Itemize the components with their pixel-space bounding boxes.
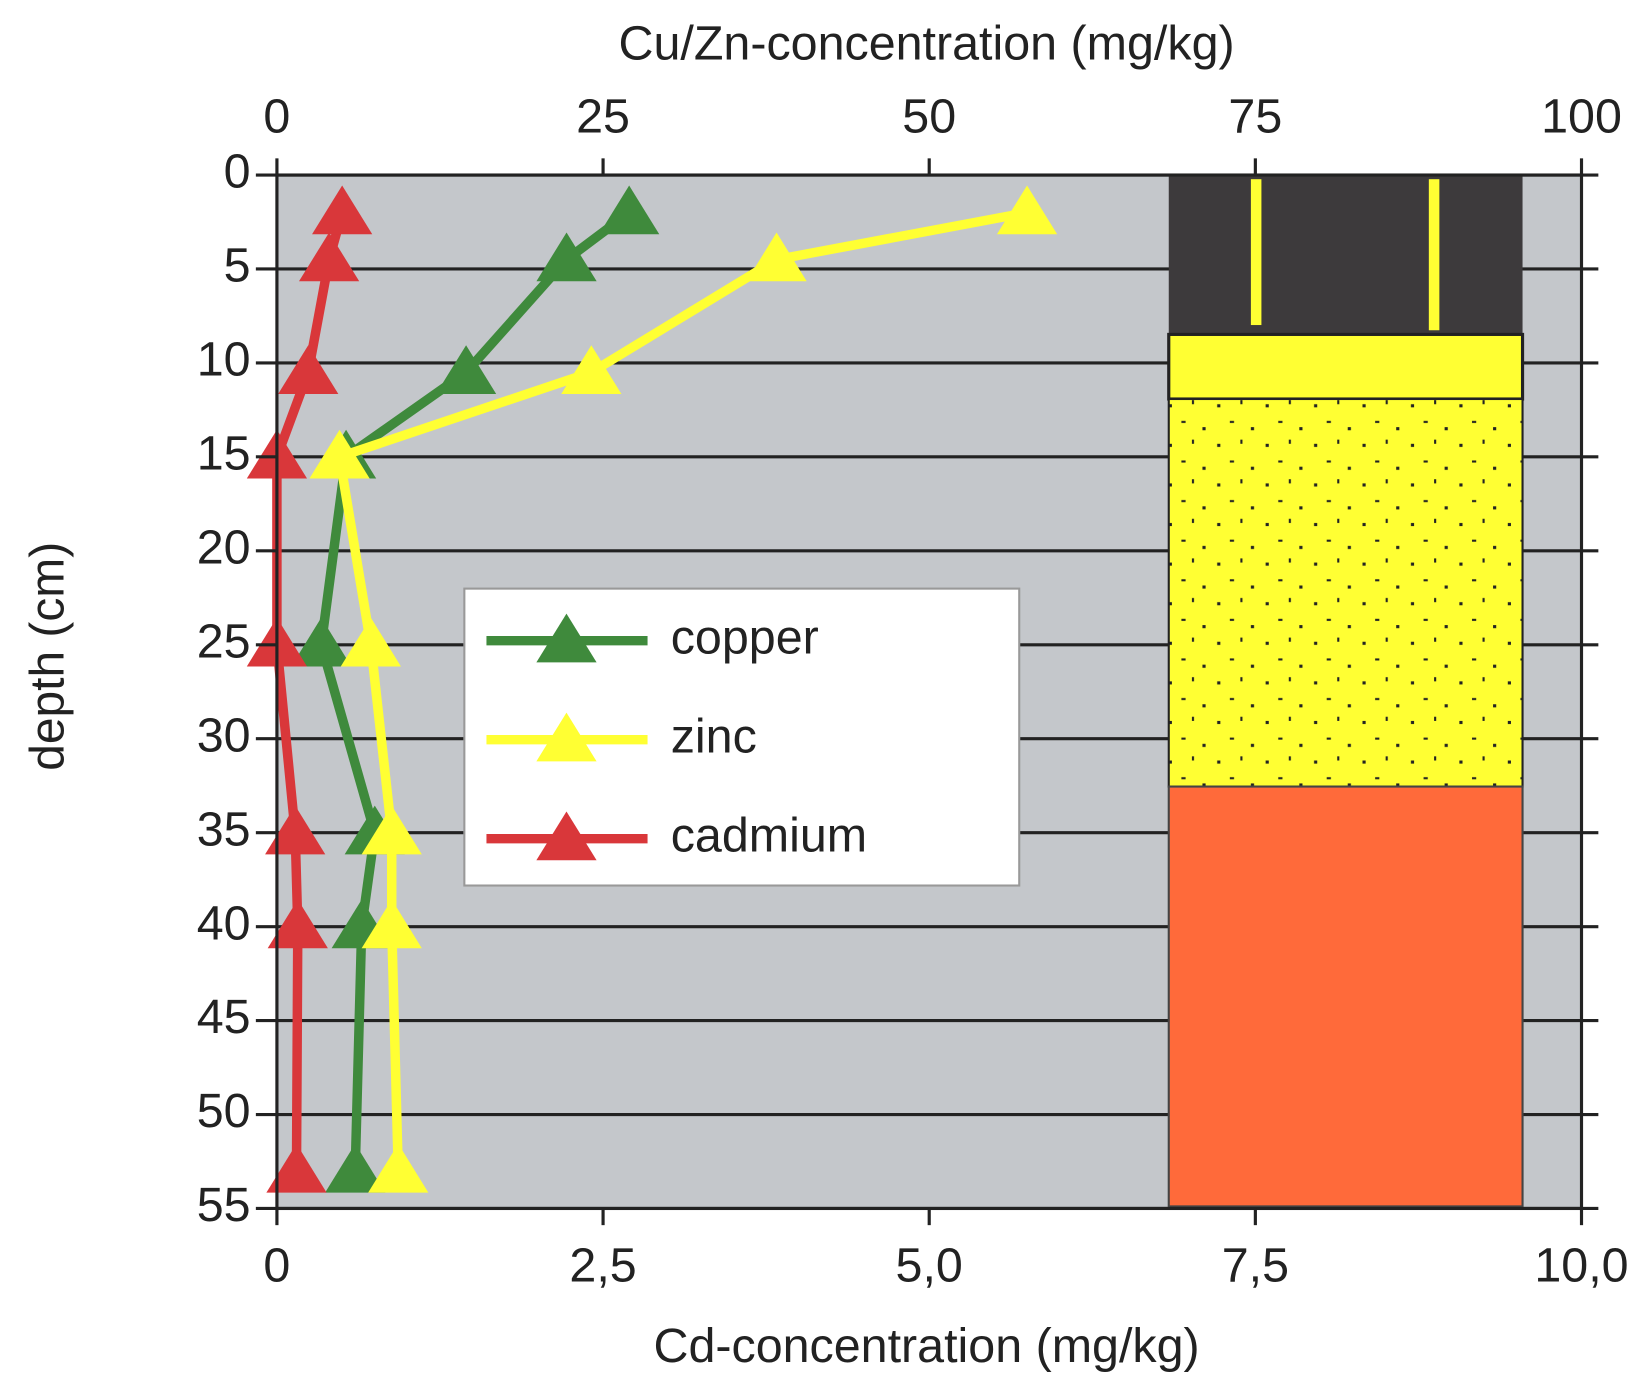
marker <box>340 617 401 667</box>
legend-marker <box>536 811 597 861</box>
marker <box>309 429 370 479</box>
x2-axis-title: Cu/Zn-concentration (mg/kg) <box>619 17 1235 71</box>
x2-tick-label: 50 <box>902 90 956 144</box>
x-tick-label: 2,5 <box>569 1239 636 1293</box>
soil-texture <box>1168 399 1523 787</box>
marker <box>599 185 660 235</box>
soil-layer <box>1168 175 1523 335</box>
marker <box>361 899 422 949</box>
soil-layer <box>1167 332 1525 401</box>
y-tick-label: 25 <box>197 615 251 669</box>
x-axis-title: Cd-concentration (mg/kg) <box>653 1319 1199 1373</box>
y-tick-label: 15 <box>197 427 251 481</box>
soil-layer <box>1167 785 1524 1208</box>
legend-label: copper <box>671 611 819 665</box>
y-tick-label: 0 <box>224 145 251 199</box>
x-tick-label: 0 <box>263 1239 290 1293</box>
y-tick-label: 5 <box>224 239 251 293</box>
y-tick-label: 55 <box>197 1178 251 1232</box>
y-tick-label: 20 <box>197 521 251 575</box>
y-tick-label: 30 <box>197 709 251 763</box>
marker <box>435 345 497 394</box>
x2-tick-label: 0 <box>263 90 290 144</box>
x2-tick-label: 25 <box>576 90 630 144</box>
x-tick-label: 7,5 <box>1222 1239 1289 1293</box>
marker <box>996 185 1058 235</box>
marker <box>368 1143 429 1193</box>
marker <box>278 345 339 394</box>
y-tick-label: 10 <box>197 333 251 387</box>
soil-stripe <box>1250 179 1262 326</box>
marker <box>298 232 360 282</box>
marker <box>265 805 326 855</box>
legend: copper zinc cadmium <box>463 587 1021 887</box>
marker <box>266 1143 327 1193</box>
legend-label: cadmium <box>671 809 867 863</box>
x2-tick-label: 100 <box>1541 90 1622 144</box>
x2-tick-label: 75 <box>1228 90 1282 144</box>
y-axis-title: depth (cm) <box>20 542 74 771</box>
marker <box>561 345 622 394</box>
legend-label: zinc <box>671 710 757 764</box>
y-tick-label: 35 <box>197 803 251 857</box>
y-tick-label: 50 <box>197 1084 251 1138</box>
marker <box>312 185 373 235</box>
marker <box>325 1143 386 1193</box>
marker <box>536 232 597 282</box>
marker <box>267 899 328 949</box>
x-tick-label: 5,0 <box>896 1239 963 1293</box>
legend-marker <box>536 712 597 762</box>
marker <box>291 617 352 667</box>
soil-stripe <box>1428 179 1440 331</box>
marker <box>361 805 422 855</box>
marker <box>746 232 807 282</box>
y-tick-label: 45 <box>197 990 251 1044</box>
y-tick-label: 40 <box>197 897 251 951</box>
x-tick-label: 10,0 <box>1534 1239 1628 1293</box>
legend-marker <box>536 613 597 663</box>
soil-column <box>1167 175 1525 1208</box>
